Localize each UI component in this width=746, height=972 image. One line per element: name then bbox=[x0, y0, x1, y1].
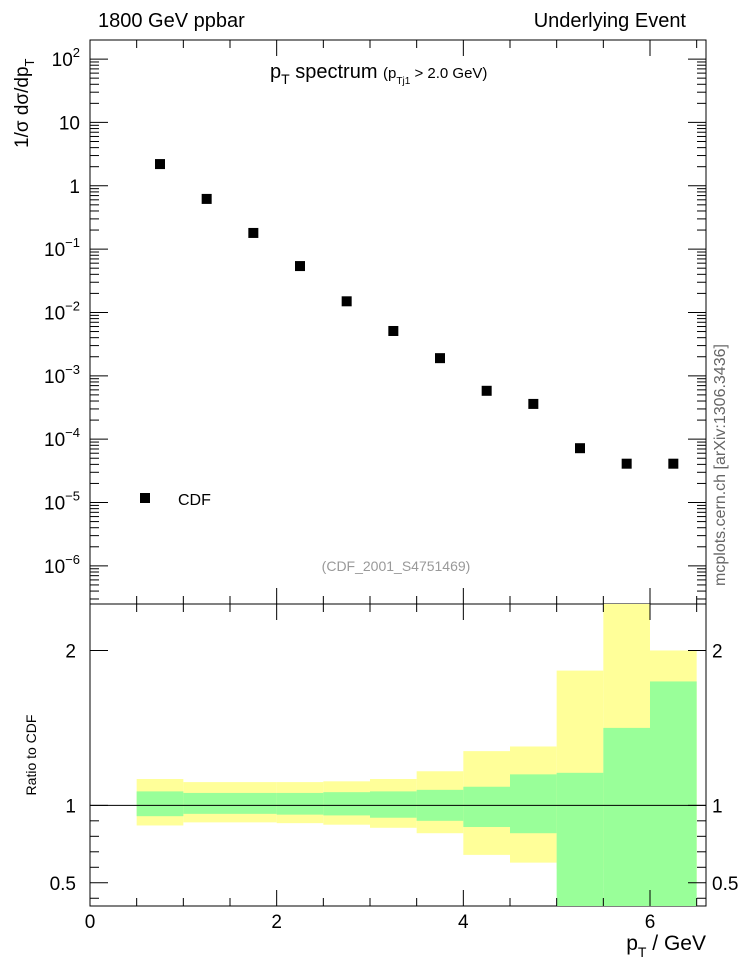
ratio-inner-band bbox=[370, 791, 417, 818]
main-y-tick-label: 10−5 bbox=[44, 489, 80, 515]
main-y-tick-label: 10−2 bbox=[44, 298, 80, 324]
main-title: pT spectrum (pTj1 > 2.0 GeV) bbox=[270, 61, 487, 87]
x-tick-label: 2 bbox=[271, 912, 282, 933]
main-y-tick-label: 10−3 bbox=[44, 362, 80, 388]
main-y-tick-label: 1 bbox=[69, 177, 80, 198]
legend-marker-cdf bbox=[140, 493, 150, 503]
main-data-points bbox=[155, 159, 679, 469]
ratio-inner-band bbox=[603, 727, 650, 906]
main-y-tick-labels: 102 10 1 10−1 10−2 10−3 10−4 10−5 10−6 bbox=[44, 45, 80, 578]
x-tick-label: 6 bbox=[645, 912, 656, 933]
ratio-inner-band bbox=[323, 792, 370, 816]
ratio-inner-band bbox=[650, 681, 697, 906]
ratio-y-tick-label-right: 2 bbox=[712, 641, 723, 662]
ratio-inner-band bbox=[556, 772, 604, 906]
data-point bbox=[621, 458, 632, 469]
data-point bbox=[528, 398, 539, 409]
ratio-y-tick-labels: 0.5 0.5 1 1 2 2 bbox=[50, 641, 739, 894]
header-left-label: 1800 GeV ppbar bbox=[98, 10, 245, 32]
main-y-tick-label: 10−1 bbox=[44, 235, 80, 261]
main-axis-ticks bbox=[89, 39, 706, 604]
ratio-y-tick-label: 2 bbox=[65, 641, 76, 662]
data-point bbox=[481, 385, 492, 396]
data-point bbox=[668, 458, 679, 469]
main-y-tick-label: 102 bbox=[52, 45, 80, 71]
data-point bbox=[435, 353, 445, 364]
ratio-inner-band bbox=[276, 792, 324, 815]
x-axis-label: pT / GeV bbox=[626, 932, 706, 960]
side-watermark-label: mcplots.cern.ch [arXiv:1306.3436] bbox=[712, 344, 729, 586]
data-point bbox=[341, 296, 352, 307]
ratio-y-tick-label-right: 1 bbox=[712, 796, 723, 817]
main-y-tick-label: 10−6 bbox=[44, 552, 80, 578]
header-right-label: Underlying Event bbox=[534, 10, 687, 32]
data-point bbox=[295, 261, 305, 272]
ratio-y-tick-label: 0.5 bbox=[50, 874, 76, 895]
analysis-label: (CDF_2001_S4751469) bbox=[322, 558, 471, 574]
main-y-tick-label: 10−4 bbox=[44, 425, 80, 451]
main-panel-frame bbox=[89, 39, 707, 605]
data-point bbox=[155, 159, 165, 170]
data-point bbox=[201, 193, 212, 204]
x-tick-labels: 0 2 4 6 bbox=[85, 912, 656, 933]
ratio-inner-band bbox=[183, 792, 230, 814]
ratio-y-tick-label-right: 0.5 bbox=[712, 874, 738, 895]
ratio-axis-ticks bbox=[89, 604, 706, 906]
data-point bbox=[388, 325, 399, 336]
main-y-axis-label: 1/σ dσ/dpT bbox=[12, 58, 37, 148]
legend-label-cdf: CDF bbox=[178, 492, 211, 509]
ratio-bands bbox=[136, 604, 697, 906]
ratio-y-tick-label: 1 bbox=[65, 796, 76, 817]
x-tick-label: 4 bbox=[458, 912, 469, 933]
ratio-y-axis-label: Ratio to CDF bbox=[23, 715, 39, 796]
data-point bbox=[575, 443, 585, 454]
ratio-panel-frame bbox=[89, 603, 707, 907]
ratio-inner-band bbox=[463, 786, 510, 828]
ratio-inner-band bbox=[230, 792, 277, 814]
data-point bbox=[248, 227, 259, 238]
main-y-tick-label: 10 bbox=[59, 113, 80, 134]
x-tick-label: 0 bbox=[85, 912, 96, 933]
ratio-inner-band bbox=[510, 774, 557, 834]
ratio-inner-band bbox=[136, 791, 184, 817]
